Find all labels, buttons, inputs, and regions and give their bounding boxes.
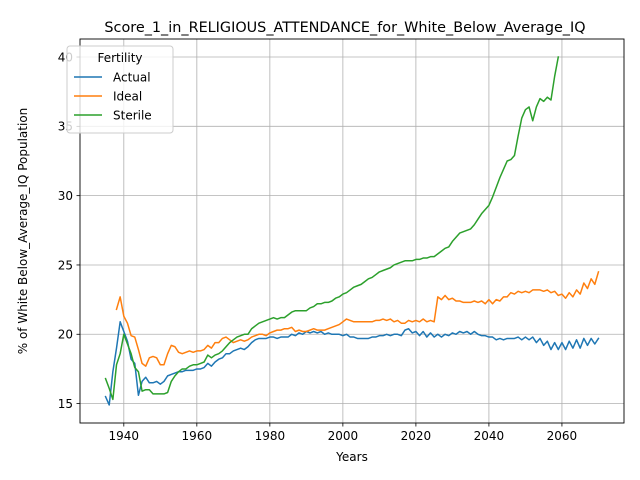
plot-frame bbox=[79, 38, 625, 424]
legend-label-sterile: Sterile bbox=[113, 108, 152, 122]
x-tick-label: 1980 bbox=[255, 429, 286, 443]
x-tick-label: 2020 bbox=[401, 429, 432, 443]
x-tick-label: 2060 bbox=[547, 429, 578, 443]
y-tick-label: 15 bbox=[58, 397, 73, 411]
x-tick-label: 2000 bbox=[328, 429, 359, 443]
y-axis-label: % of White Below_Average_IQ Population bbox=[16, 108, 30, 355]
x-tick-label: 2040 bbox=[474, 429, 505, 443]
y-tick-label: 30 bbox=[58, 189, 73, 203]
y-tick-label: 20 bbox=[58, 328, 73, 342]
legend-label-ideal: Ideal bbox=[113, 89, 142, 103]
y-tick-label: 25 bbox=[58, 258, 73, 272]
series-lines bbox=[104, 56, 600, 406]
x-axis-ticks: 1940 1960 1980 2000 2020 2040 2060 bbox=[109, 423, 578, 443]
x-axis-label: Years bbox=[335, 450, 368, 464]
legend: Fertility Actual Ideal Sterile bbox=[66, 45, 174, 134]
chart-title: Score_1_in_RELIGIOUS_ATTENDANCE_for_Whit… bbox=[104, 20, 585, 36]
legend-title: Fertility bbox=[97, 51, 142, 65]
series-line-ideal bbox=[115, 270, 600, 367]
x-tick-label: 1940 bbox=[109, 429, 140, 443]
legend-items: Actual Ideal Sterile bbox=[74, 70, 152, 122]
legend-label-actual: Actual bbox=[113, 70, 151, 84]
legend-box bbox=[66, 45, 174, 134]
x-tick-label: 1960 bbox=[182, 429, 213, 443]
series-line-sterile bbox=[104, 56, 560, 401]
series-line-actual bbox=[104, 321, 600, 406]
